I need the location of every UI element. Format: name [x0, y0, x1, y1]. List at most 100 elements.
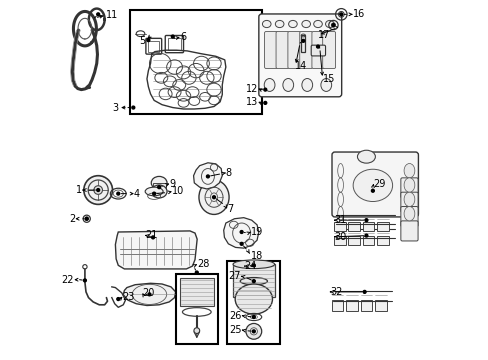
Circle shape [331, 24, 334, 27]
Bar [232, 264, 274, 297]
Text: 28: 28 [197, 259, 209, 269]
FancyBboxPatch shape [299, 32, 312, 68]
Text: 14: 14 [295, 61, 307, 71]
Bar [148, 41, 159, 51]
Ellipse shape [288, 21, 297, 28]
Ellipse shape [275, 21, 284, 28]
Text: 10: 10 [172, 186, 184, 197]
Text: 27: 27 [228, 271, 241, 281]
Circle shape [364, 234, 367, 237]
Bar [175, 274, 218, 344]
Circle shape [364, 219, 367, 222]
Circle shape [132, 106, 135, 109]
Text: 4: 4 [134, 189, 140, 199]
Text: 22: 22 [61, 275, 74, 285]
Bar [360, 300, 371, 311]
Text: 32: 32 [329, 287, 342, 297]
Circle shape [212, 196, 215, 199]
Bar [362, 222, 373, 230]
Text: 19: 19 [250, 227, 263, 237]
FancyBboxPatch shape [400, 192, 417, 212]
Polygon shape [193, 163, 222, 189]
Ellipse shape [199, 180, 228, 215]
Text: 3: 3 [112, 103, 118, 113]
Text: 25: 25 [229, 325, 241, 335]
Text: 5: 5 [139, 36, 145, 46]
Bar [362, 236, 373, 245]
Ellipse shape [235, 284, 272, 314]
Circle shape [195, 271, 198, 274]
Ellipse shape [301, 78, 312, 91]
Circle shape [151, 236, 154, 239]
Text: 7: 7 [227, 204, 233, 214]
Text: 13: 13 [245, 97, 258, 107]
Circle shape [301, 40, 304, 42]
Ellipse shape [233, 260, 274, 269]
Circle shape [264, 102, 266, 104]
Polygon shape [123, 283, 175, 306]
Bar [130, 10, 262, 114]
Ellipse shape [262, 21, 270, 28]
FancyBboxPatch shape [258, 14, 341, 97]
FancyBboxPatch shape [311, 32, 324, 68]
Ellipse shape [245, 323, 261, 339]
Bar [348, 222, 359, 230]
Circle shape [97, 13, 100, 16]
Bar [376, 222, 388, 230]
Text: 1: 1 [76, 185, 82, 195]
Text: 11: 11 [106, 10, 119, 20]
Bar [227, 261, 280, 344]
Ellipse shape [264, 78, 274, 91]
Bar [374, 300, 386, 311]
Circle shape [85, 217, 88, 220]
Text: 23: 23 [122, 292, 135, 302]
Ellipse shape [83, 176, 112, 204]
Circle shape [158, 186, 160, 189]
Circle shape [152, 192, 155, 195]
Bar [376, 236, 388, 245]
Circle shape [339, 13, 342, 16]
Text: 12: 12 [245, 84, 258, 94]
Circle shape [171, 35, 174, 38]
Circle shape [252, 280, 255, 283]
Circle shape [97, 189, 100, 192]
FancyBboxPatch shape [400, 207, 417, 226]
Bar [152, 183, 165, 192]
Circle shape [117, 298, 120, 301]
Text: 20: 20 [142, 288, 154, 298]
Circle shape [371, 189, 373, 192]
FancyBboxPatch shape [276, 32, 288, 68]
Text: 21: 21 [144, 230, 157, 240]
Bar [333, 236, 345, 245]
Text: 24: 24 [244, 261, 256, 271]
Circle shape [240, 242, 243, 245]
Circle shape [148, 293, 151, 296]
Polygon shape [223, 218, 258, 248]
Text: 17: 17 [317, 30, 330, 40]
Bar [168, 39, 180, 50]
Ellipse shape [301, 21, 310, 28]
FancyBboxPatch shape [287, 32, 300, 68]
Circle shape [117, 192, 120, 195]
FancyBboxPatch shape [310, 45, 325, 56]
Circle shape [316, 45, 319, 48]
Ellipse shape [151, 176, 167, 189]
Text: 31: 31 [333, 215, 346, 225]
Ellipse shape [403, 163, 414, 178]
Circle shape [252, 330, 255, 333]
Text: 2: 2 [69, 214, 75, 224]
Ellipse shape [282, 78, 293, 91]
Ellipse shape [194, 328, 199, 333]
Ellipse shape [352, 169, 392, 202]
Circle shape [252, 316, 255, 319]
Ellipse shape [320, 78, 331, 91]
Text: 6: 6 [180, 32, 186, 42]
FancyBboxPatch shape [400, 221, 417, 241]
Text: 8: 8 [225, 168, 231, 178]
Ellipse shape [403, 207, 414, 221]
FancyBboxPatch shape [264, 32, 277, 68]
Circle shape [240, 230, 243, 233]
Bar [348, 236, 359, 245]
Ellipse shape [403, 178, 414, 192]
Bar [331, 300, 343, 311]
